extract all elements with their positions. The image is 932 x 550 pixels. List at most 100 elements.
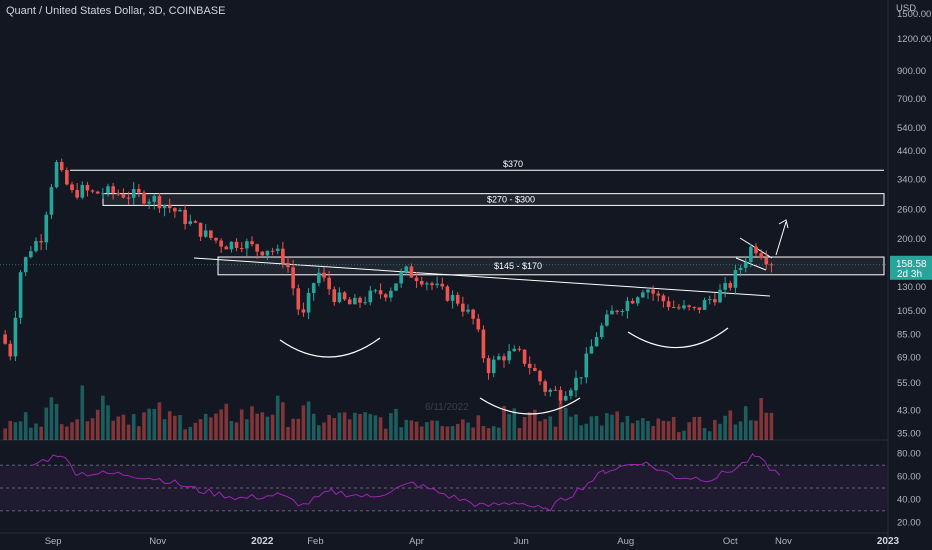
candle-body	[152, 195, 157, 202]
candle-body	[131, 189, 136, 198]
zone-270-300	[102, 193, 885, 206]
candle-body	[759, 253, 763, 258]
volume-bar	[563, 407, 568, 440]
level-370-label: $370	[503, 159, 523, 169]
volume-bar	[728, 410, 733, 440]
volume-bar	[363, 412, 367, 440]
volume-bar	[281, 402, 285, 440]
breakout-arrow-shaft	[775, 221, 787, 256]
candle-body	[70, 184, 74, 191]
candles-layer	[3, 158, 774, 405]
last-price-tag	[890, 255, 932, 280]
neckline-trend-line	[193, 257, 771, 297]
rsi-layer	[0, 452, 888, 512]
head-arc	[479, 397, 581, 415]
candle-body	[65, 170, 69, 185]
volume-bar	[75, 419, 79, 440]
volume-bar	[759, 398, 763, 440]
volume-bar	[533, 409, 537, 440]
candle-body	[723, 283, 727, 290]
watermark-date: 6/11/2022	[425, 402, 469, 413]
candle-body	[3, 334, 7, 344]
volume-bar	[455, 423, 460, 440]
volume-bar	[116, 416, 121, 440]
candle-body	[625, 300, 630, 311]
volume-bar	[697, 416, 702, 440]
candle-body	[543, 381, 547, 392]
rsi-tick-label: 60.00	[897, 472, 921, 483]
price-tick-label: 55.00	[897, 378, 921, 389]
candle-body	[239, 247, 244, 249]
volume-bar	[687, 422, 691, 440]
volume-bar	[152, 408, 157, 440]
candle-body	[275, 248, 280, 251]
candle-body	[584, 353, 589, 378]
candle-body	[229, 241, 234, 250]
candle-body	[311, 283, 316, 293]
volume-bar	[666, 421, 671, 440]
volume-bar	[579, 425, 583, 440]
price-tick-label: 260.00	[897, 205, 926, 216]
volume-bar	[389, 413, 393, 440]
candle-body	[291, 267, 295, 289]
volume-bar	[651, 426, 655, 440]
candle-body	[502, 356, 506, 361]
candle-body	[363, 302, 367, 304]
candle-body	[507, 351, 511, 361]
candle-body	[306, 292, 311, 313]
left-shoulder-arc	[279, 337, 381, 358]
candle-body	[322, 272, 326, 278]
candle-body	[425, 283, 429, 285]
candle-body	[677, 307, 681, 309]
price-tick-label: 540.00	[897, 123, 926, 134]
volume-bar	[414, 421, 419, 440]
volume-bar	[497, 427, 501, 440]
candle-body	[80, 184, 85, 198]
volume-bar	[70, 422, 74, 440]
price-tick-label: 1200.00	[897, 34, 931, 45]
candle-body	[733, 270, 738, 288]
volume-bar	[373, 415, 378, 440]
candle-body	[517, 348, 522, 350]
price-tick-label: 85.00	[897, 329, 921, 340]
candle-body	[358, 297, 362, 303]
volume-bar	[203, 413, 208, 440]
volume-bar	[466, 422, 470, 440]
candle-body	[707, 299, 712, 301]
volume-bar	[707, 431, 712, 440]
volume-bar	[301, 405, 306, 440]
volume-bar	[131, 414, 136, 440]
volume-bar	[126, 424, 131, 440]
volume-bar	[723, 415, 727, 440]
candle-body	[317, 272, 321, 284]
candle-body	[466, 309, 470, 312]
candle-body	[34, 241, 38, 252]
volume-bar	[702, 428, 707, 440]
volume-bar	[733, 424, 738, 440]
volume-bar	[522, 417, 527, 440]
candle-body	[610, 310, 614, 315]
volume-bar	[661, 420, 666, 440]
candle-body	[419, 281, 424, 285]
volume-bar	[394, 408, 398, 440]
candle-body	[738, 267, 743, 271]
candle-body	[666, 301, 671, 308]
volume-bar	[332, 417, 337, 440]
candle-body	[18, 272, 23, 318]
candle-body	[697, 307, 702, 310]
volume-bar	[18, 421, 23, 440]
candle-body	[430, 283, 434, 286]
volume-bar	[399, 427, 403, 440]
candle-body	[533, 367, 537, 371]
candle-body	[157, 195, 162, 209]
volume-bar	[270, 414, 275, 440]
candle-body	[718, 289, 722, 303]
volume-bar	[29, 427, 33, 440]
volume-bar	[317, 425, 321, 440]
volume-bar	[54, 403, 59, 440]
volume-bar	[450, 426, 455, 440]
candle-body	[512, 348, 517, 352]
zone-145-170-label: $145 - $170	[494, 261, 542, 271]
price-tick-label: 900.00	[897, 66, 926, 77]
